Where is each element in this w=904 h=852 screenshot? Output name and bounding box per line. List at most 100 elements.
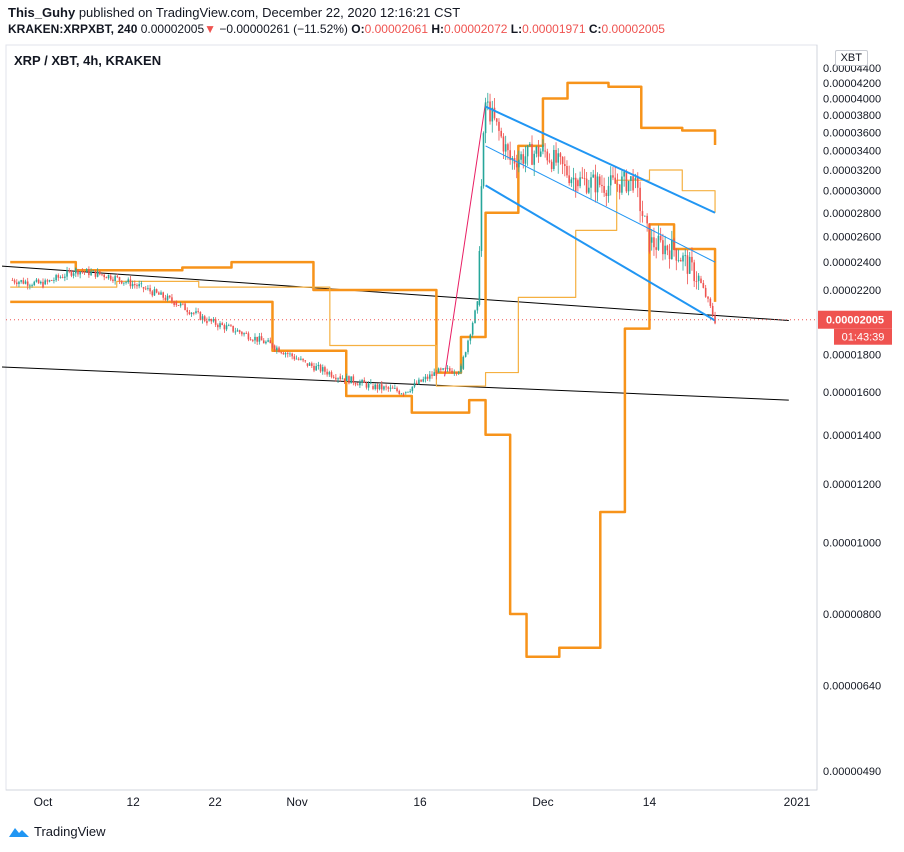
candle-body (306, 363, 309, 366)
candle-body (502, 136, 505, 152)
x-tick-label: Dec (532, 795, 553, 809)
candle-body (90, 271, 92, 276)
candle-body (398, 391, 401, 394)
tradingview-brand: TradingView (34, 824, 106, 839)
channel-mid-line (485, 145, 716, 263)
candle-body (378, 384, 381, 390)
candle-body (648, 223, 651, 252)
currency-badge[interactable]: XBT (834, 50, 868, 66)
candle-body (99, 271, 101, 275)
candle-body (158, 292, 160, 295)
candle-body (116, 276, 119, 278)
tradingview-logo-icon (9, 827, 29, 837)
y-tick-label: 0.00002200 (823, 285, 881, 297)
candle-body (83, 271, 86, 273)
candle-body (636, 177, 639, 188)
y-tick-label: 0.00001200 (823, 479, 881, 491)
candle-body (422, 379, 425, 382)
y-tick-label: 0.00002600 (823, 231, 881, 243)
candle-body (616, 183, 619, 185)
candle-body (140, 283, 143, 285)
candle-body (677, 260, 680, 261)
candle-body (553, 149, 555, 170)
candle-body (29, 285, 31, 287)
open-value: 0.00002061 (364, 22, 429, 36)
trendline-lower (2, 366, 789, 401)
low-label: L: (510, 22, 523, 36)
candle-body (232, 325, 234, 332)
candle-body (153, 289, 156, 296)
publisher-name[interactable]: This_Guhy (8, 5, 76, 20)
channel-upper-line (485, 105, 716, 214)
candle-body (374, 384, 376, 389)
candle-body (343, 378, 346, 382)
y-tick-label: 0.00001400 (823, 430, 881, 442)
candle-body (487, 101, 489, 103)
candle-body (92, 270, 95, 272)
candle-body (424, 376, 427, 380)
candle-body (332, 376, 335, 378)
candle-body (273, 345, 276, 351)
candle-body (293, 356, 296, 360)
candle-body (241, 331, 243, 335)
candle-body (267, 340, 269, 342)
x-tick-label: 2021 (784, 795, 811, 809)
y-tick-label: 0.00003400 (823, 146, 881, 158)
candle-body (460, 365, 462, 373)
candle-body (302, 358, 304, 361)
candle-body (352, 376, 355, 383)
y-tick-label: 0.00004200 (823, 78, 881, 90)
candle-body (208, 319, 210, 321)
y-tick-label: 0.00001800 (823, 349, 881, 361)
candle-body (462, 356, 465, 369)
candle-body (563, 164, 566, 166)
candle-body (282, 352, 285, 355)
candle-body (193, 312, 195, 314)
candle-body (212, 319, 215, 322)
lower-band-line (10, 223, 717, 659)
candle-body (411, 386, 414, 392)
candle-body (15, 282, 18, 285)
candle-body (437, 368, 440, 373)
candle-body (286, 353, 289, 354)
candle-body (614, 177, 617, 184)
candle-body (671, 239, 673, 260)
candle-body (35, 279, 38, 282)
candle-body (471, 323, 474, 335)
candle-body (467, 340, 469, 353)
candle-body (223, 324, 226, 330)
candle-body (400, 393, 403, 395)
candle-body (524, 156, 527, 164)
candle-body (337, 378, 339, 380)
candle-body (350, 376, 352, 384)
tradingview-footer[interactable]: TradingView (8, 824, 106, 839)
candle-body (385, 386, 387, 388)
candle-body (249, 339, 252, 341)
candle-body (657, 235, 660, 250)
candle-body (491, 107, 494, 122)
candle-body (61, 277, 64, 278)
candle-body (557, 153, 560, 163)
candle-body (177, 304, 180, 306)
candle-body (641, 211, 644, 217)
candle-body (625, 171, 628, 192)
candle-body (311, 363, 313, 366)
candle-body (579, 177, 581, 187)
candle-body (679, 260, 682, 262)
candle-body (415, 382, 418, 385)
candle-body (356, 384, 359, 386)
candle-body (136, 285, 138, 287)
candle-body (319, 364, 322, 372)
candle-body (190, 312, 193, 315)
candle-body (236, 330, 239, 332)
candle-body (109, 275, 112, 280)
candle-body (348, 376, 350, 384)
candle-body (455, 372, 458, 374)
candle-body (623, 171, 625, 177)
candle-body (260, 336, 263, 341)
candle-body (482, 133, 485, 187)
low-value: 0.00001971 (522, 22, 586, 36)
candle-body (383, 386, 385, 390)
candle-body (380, 384, 383, 390)
